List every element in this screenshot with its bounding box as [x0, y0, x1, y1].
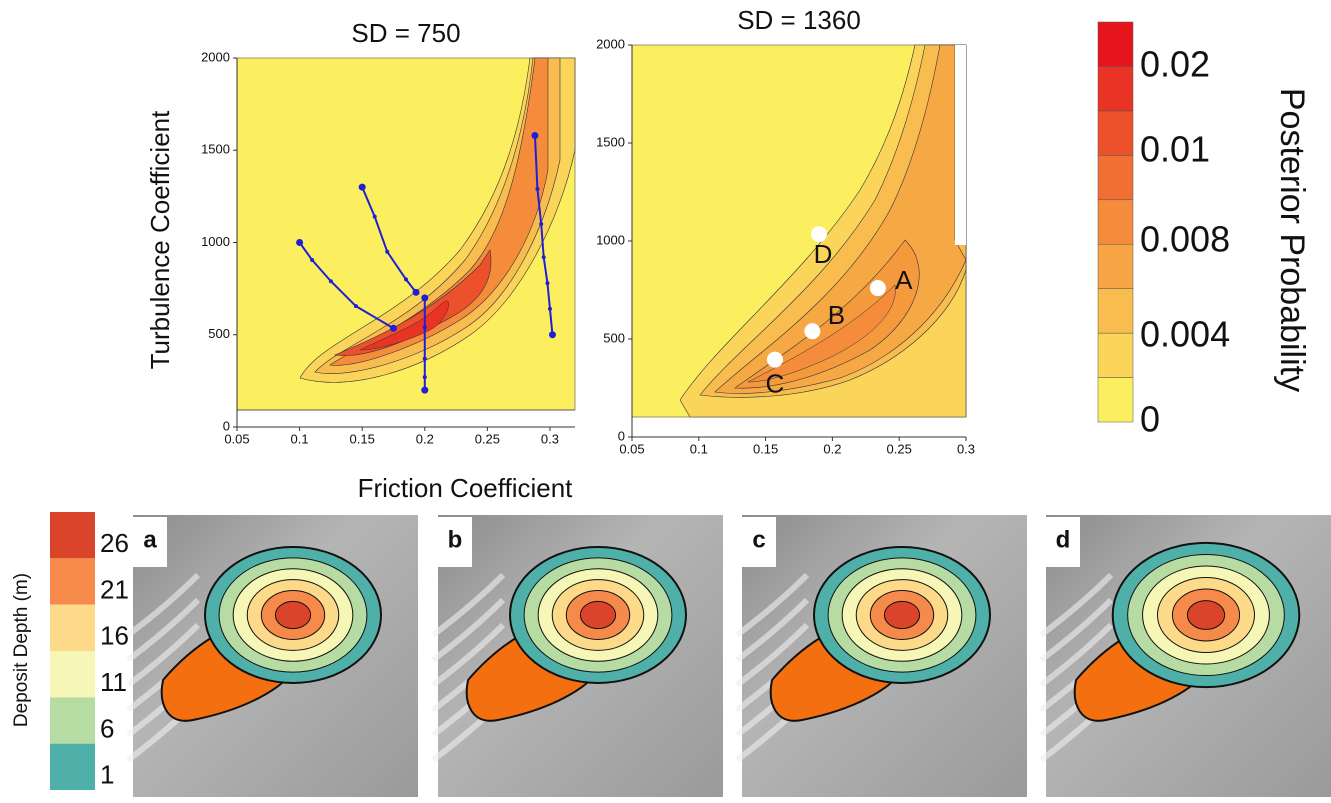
- estimate-point: [413, 289, 420, 296]
- estimate-point: [354, 304, 358, 308]
- depth-tick-label: 16: [100, 621, 129, 651]
- estimate-point: [390, 325, 397, 332]
- estimate-point: [539, 222, 543, 226]
- colorbar-tick-label: 0.01: [1140, 129, 1210, 170]
- depth-band: [50, 744, 95, 790]
- depth-band: [50, 605, 95, 651]
- map-panel: c: [737, 515, 1027, 797]
- deposit-contour: [580, 601, 615, 628]
- depth-tick-label: 11: [100, 667, 127, 697]
- map-panel: a: [128, 515, 418, 797]
- sample-point: [804, 323, 820, 339]
- chart-title: SD = 750: [351, 18, 460, 48]
- y-tick-label: 1000: [596, 232, 625, 247]
- depth-legend-label: Deposit Depth (m): [11, 573, 32, 727]
- chart-title: SD = 1360: [737, 5, 861, 35]
- colorbar-tick-label: 0.004: [1140, 314, 1230, 355]
- x-tick-label: 0.1: [690, 441, 708, 456]
- estimate-point: [421, 387, 428, 394]
- y-tick-label: 500: [208, 326, 230, 341]
- depth-band: [50, 558, 95, 604]
- point-label: C: [766, 368, 785, 398]
- depth-band: [50, 697, 95, 743]
- figure: a b c d Friction Coefficient Turbulence Coe…: [0, 0, 1331, 798]
- point-label: B: [828, 300, 845, 330]
- colorbar-tick-label: 0.02: [1140, 44, 1210, 85]
- estimate-point: [545, 281, 549, 285]
- colorbar-tick-label: 0.008: [1140, 219, 1230, 260]
- x-tick-label: 0.05: [619, 441, 644, 456]
- y-tick-label: 1500: [201, 142, 230, 157]
- y-tick-label: 500: [603, 330, 625, 345]
- x-axis-label: Friction Coefficient: [358, 473, 574, 503]
- depth-tick-label: 21: [100, 574, 129, 604]
- estimate-point: [423, 375, 427, 379]
- colorbar-band: [1098, 289, 1133, 333]
- point-label: A: [895, 265, 913, 295]
- depth-band: [50, 651, 95, 697]
- colorbar-label: Posterior Probability: [1273, 88, 1311, 392]
- contour-field: [237, 58, 575, 427]
- colorbar-band: [1098, 111, 1133, 155]
- sample-point: [870, 280, 886, 296]
- panel-label: d: [1056, 526, 1071, 553]
- estimate-point: [542, 255, 546, 259]
- panel-label: b: [448, 526, 463, 553]
- deposit-contour: [884, 601, 919, 628]
- estimate-point: [531, 132, 538, 139]
- contour-field: [632, 45, 966, 417]
- depth-tick-label: 26: [100, 528, 129, 558]
- deposit-contour: [1187, 601, 1224, 630]
- colorbar-band: [1098, 22, 1133, 66]
- point-label: D: [814, 239, 833, 269]
- estimate-point: [423, 325, 427, 329]
- colorbar-band: [1098, 155, 1133, 199]
- y-tick-label: 0: [223, 418, 230, 433]
- estimate-point: [359, 184, 366, 191]
- depth-tick-label: 6: [100, 713, 114, 743]
- estimate-point: [404, 277, 408, 281]
- y-axis-label: Turbulence Coefficient: [145, 110, 175, 369]
- estimate-point: [548, 307, 552, 311]
- deposit-contour: [275, 601, 310, 628]
- estimate-point: [329, 279, 333, 283]
- y-tick-label: 2000: [596, 36, 625, 51]
- y-tick-label: 2000: [201, 49, 230, 64]
- colorbar-tick-label: 0: [1140, 399, 1160, 440]
- y-tick-label: 1000: [201, 234, 230, 249]
- sample-point: [767, 352, 783, 368]
- map-panel: b: [433, 515, 723, 797]
- x-tick-label: 0.25: [887, 441, 912, 456]
- x-tick-label: 0.2: [416, 431, 434, 446]
- panel-label: a: [143, 526, 157, 553]
- estimate-point: [549, 331, 556, 338]
- colorbar-band: [1098, 378, 1133, 422]
- estimate-point: [385, 250, 389, 254]
- x-tick-label: 0.15: [350, 431, 375, 446]
- colorbar-band: [1098, 244, 1133, 288]
- y-tick-label: 0: [618, 428, 625, 443]
- colorbar-band: [1098, 200, 1133, 244]
- map-panels: a b c d: [128, 515, 1331, 797]
- x-tick-label: 0.3: [541, 431, 559, 446]
- estimate-point: [535, 187, 539, 191]
- x-tick-label: 0.15: [753, 441, 778, 456]
- map-panel: d: [1041, 515, 1331, 797]
- panel-label: c: [752, 526, 765, 553]
- colorbar-band: [1098, 66, 1133, 110]
- x-tick-label: 0.2: [823, 441, 841, 456]
- depth-tick-label: 1: [100, 760, 114, 790]
- estimate-point: [296, 239, 303, 246]
- x-tick-label: 0.3: [957, 441, 975, 456]
- x-tick-label: 0.1: [291, 431, 309, 446]
- estimate-point: [421, 294, 428, 301]
- estimate-point: [310, 258, 314, 262]
- y-tick-label: 1500: [596, 134, 625, 149]
- estimate-point: [373, 215, 377, 219]
- colorbar-band: [1098, 333, 1133, 377]
- estimate-point: [423, 357, 427, 361]
- depth-band: [50, 512, 95, 558]
- x-tick-label: 0.25: [475, 431, 500, 446]
- x-tick-label: 0.05: [224, 431, 249, 446]
